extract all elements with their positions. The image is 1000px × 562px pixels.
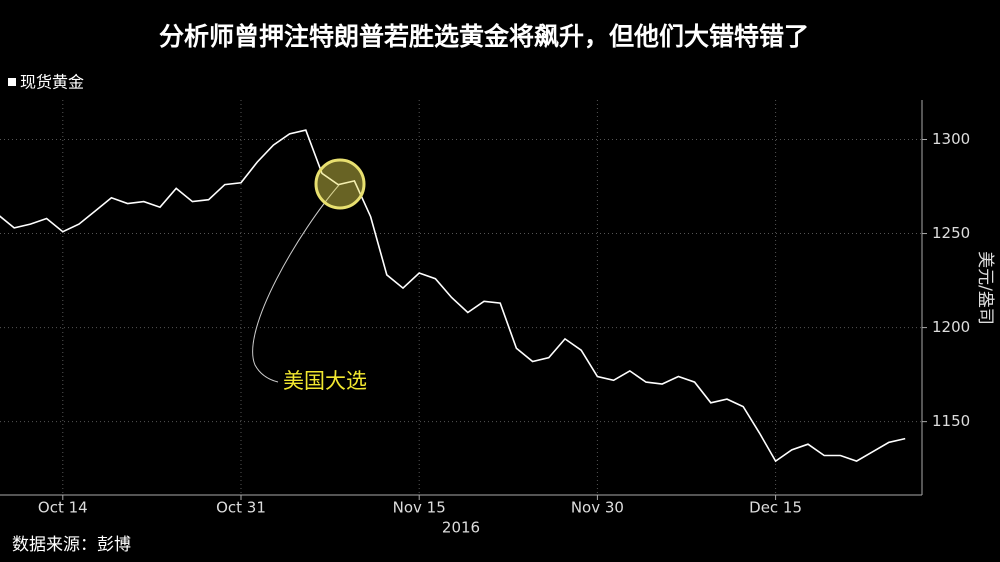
x-tick-label: Nov 15 bbox=[393, 499, 446, 517]
y-tick-label: 1300 bbox=[932, 130, 970, 148]
source-note: 数据来源：彭博 bbox=[12, 535, 131, 555]
price-line bbox=[0, 129, 906, 463]
chart-title: 分析师曾押注特朗普若胜选黄金将飙升，但他们大错特错了 bbox=[159, 22, 809, 51]
annotation-text: 美国大选 bbox=[283, 369, 367, 393]
x-tick-label: Oct 31 bbox=[216, 499, 266, 517]
legend-label: 现货黄金 bbox=[20, 73, 84, 92]
x-tick-label: Nov 30 bbox=[571, 499, 624, 517]
x-axis-label: 2016 bbox=[442, 519, 480, 537]
x-tick-label: Oct 14 bbox=[38, 499, 88, 517]
y-tick-label: 1200 bbox=[932, 318, 970, 336]
plot-area bbox=[0, 100, 922, 495]
y-tick-label: 1250 bbox=[932, 224, 970, 242]
legend-swatch bbox=[8, 78, 16, 86]
annotation-leader bbox=[252, 184, 340, 383]
annotation-circle bbox=[314, 158, 366, 210]
x-tick-label: Dec 15 bbox=[749, 499, 802, 517]
y-axis-label: 美元/盎司 bbox=[975, 251, 995, 325]
y-tick-label: 1150 bbox=[932, 412, 970, 430]
